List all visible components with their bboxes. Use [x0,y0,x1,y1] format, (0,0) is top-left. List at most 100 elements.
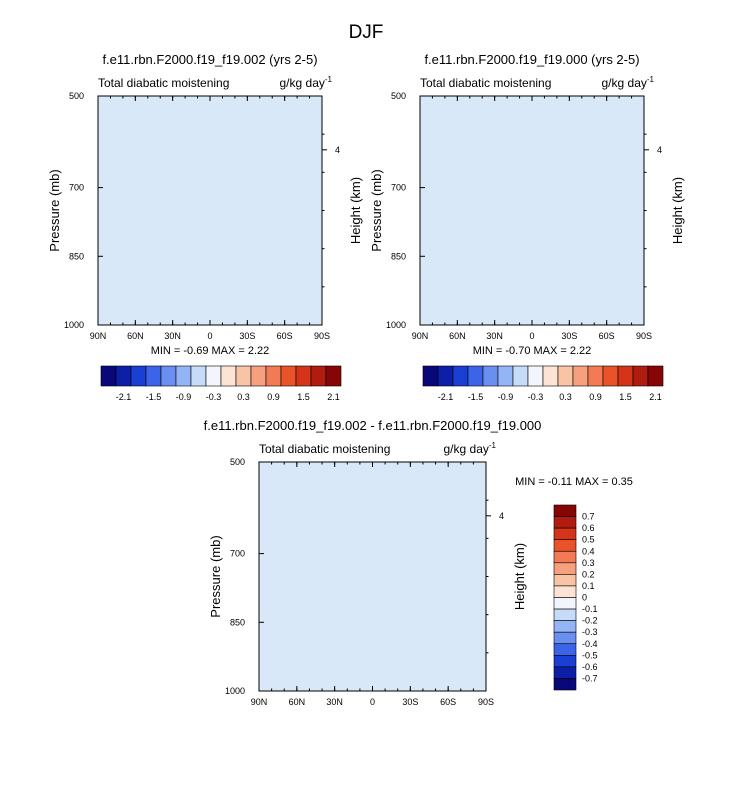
y-tick-label: 850 [391,251,406,261]
colorbar-swatch [310,365,327,387]
colorbar-label: -2.1 [116,392,132,402]
x-tick-label: 90N [412,331,429,341]
colorbar-swatch [115,365,132,387]
stats-label: MIN = -0.69 MAX = 2.22 [151,345,270,357]
colorbar-swatch [295,365,312,387]
x-tick-label: 60S [440,697,456,707]
y-tick-label: 700 [391,183,406,193]
colorbar-swatch [553,574,577,587]
colorbar-label: -0.5 [582,650,598,660]
colorbar-label: 0.9 [267,392,280,402]
units-exponent: -1 [489,441,497,450]
x-tick-label: 60S [277,331,293,341]
x-tick-label: 30N [326,697,343,707]
panel-2: f.e11.rbn.F2000.f19_f19.000 (yrs 2-5) Tot… [369,52,685,402]
units-label: g/kg day-1 [444,441,497,456]
x-tick-label: 90S [314,331,330,341]
colorbar-swatch [250,365,267,387]
colorbar-label: -0.1 [582,604,598,614]
colorbar-swatch [467,365,484,387]
x-tick-label: 30S [402,697,418,707]
right-axis-label: Height (km) [348,177,363,244]
colorbar-swatch [553,678,577,691]
colorbar-label: 0.3 [237,392,250,402]
colorbar-swatch [572,365,589,387]
colorbar-swatch [553,666,577,679]
colorbar-swatch [512,365,529,387]
colorbar-label: -2.1 [438,392,454,402]
colorbar-label: 0.2 [582,569,595,579]
colorbar-swatch [553,597,577,610]
colorbar-label: -0.7 [582,673,598,683]
colorbar-swatch [553,550,577,564]
colorbar-label: 1.5 [297,392,310,402]
right-axis-label: Height (km) [670,177,685,244]
colorbar-swatch [160,365,177,387]
colorbar-label: 0.3 [559,392,572,402]
stats-label: MIN = -0.70 MAX = 2.22 [473,345,592,357]
colorbar-swatch [553,562,577,575]
colorbar-swatch [553,539,577,552]
y-tick-label: 850 [230,617,245,627]
colorbar-swatch [100,365,117,387]
x-tick-label: 90N [90,331,107,341]
colorbar-label: 1.5 [619,392,632,402]
colorbar-swatch [553,504,577,517]
x-tick-label: 90S [636,331,652,341]
x-tick-label: 0 [207,331,212,341]
y-tick-label: 1000 [386,320,406,330]
colorbar-swatch [422,365,439,387]
units-base: g/kg day [602,76,647,90]
right-tick-label: 4 [499,511,504,521]
units-label: g/kg day-1 [280,75,333,90]
plot-background [98,96,322,325]
colorbar-label: -0.6 [582,662,598,672]
colorbar-label: 0.4 [582,546,595,556]
colorbar-swatch [527,365,544,387]
y-axis-label: Pressure (mb) [208,535,223,617]
colorbar-label: 2.1 [649,392,662,402]
x-tick-label: 60S [599,331,615,341]
colorbar-swatch [553,655,577,668]
x-tick-label: 60N [289,697,306,707]
colorbar-swatch [553,516,577,529]
colorbar-swatch [205,365,222,387]
colorbar-label: -1.5 [468,392,484,402]
variable-label: Total diabatic moistening [420,76,551,90]
x-tick-label: 90S [478,697,494,707]
panel-title: f.e11.rbn.F2000.f19_f19.002 (yrs 2-5) [102,52,317,67]
x-tick-label: 0 [529,331,534,341]
colorbar-label: 0.5 [582,535,595,545]
x-tick-label: 60N [449,331,466,341]
colorbar-swatch [235,365,252,387]
colorbar-swatch [482,365,499,387]
colorbar-label: -0.2 [582,616,598,626]
units-base: g/kg day [444,442,489,456]
y-tick-label: 700 [230,549,245,559]
colorbar-label: 2.1 [327,392,340,402]
y-tick-label: 1000 [225,686,245,696]
y-tick-label: 500 [69,91,84,101]
colorbar-swatch [553,527,577,540]
y-tick-label: 500 [230,457,245,467]
panel-title: f.e11.rbn.F2000.f19_f19.000 (yrs 2-5) [424,52,639,67]
x-tick-label: 30S [561,331,577,341]
colorbar-swatch [617,365,634,387]
x-tick-label: 60N [127,331,144,341]
colorbar-swatch [557,365,574,387]
colorbar-swatch [452,365,469,387]
colorbar-label: 0.1 [582,581,595,591]
panel-3: f.e11.rbn.F2000.f19_f19.002 - f.e11.rbn.… [204,418,633,707]
colorbar-label: 0.9 [589,392,602,402]
right-tick-label: 4 [335,145,340,155]
y-tick-label: 1000 [64,320,84,330]
panels: f.e11.rbn.F2000.f19_f19.002 (yrs 2-5) Tot… [47,52,685,707]
stats-label: MIN = -0.11 MAX = 0.35 [515,476,633,488]
colorbar-swatch [553,608,577,621]
figure-title: DJF [349,22,384,43]
units-label: g/kg day-1 [602,75,655,90]
colorbar-swatch [587,365,604,387]
variable-label: Total diabatic moistening [259,442,390,456]
y-tick-label: 500 [391,91,406,101]
